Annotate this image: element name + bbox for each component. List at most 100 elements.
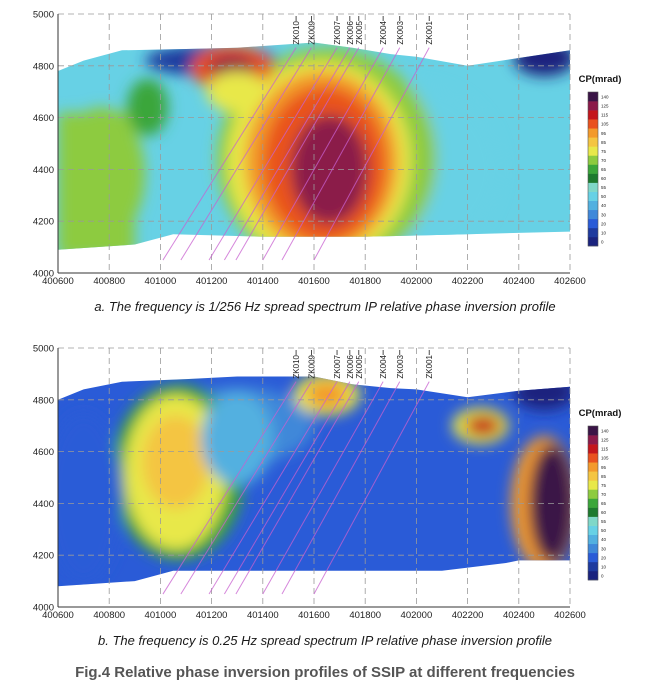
x-tick-label: 402200	[452, 610, 484, 621]
low-zone	[513, 376, 570, 411]
colorbar-tick-label: 85	[601, 474, 607, 479]
colorbar-swatch	[588, 209, 598, 220]
borehole-trace	[162, 381, 297, 595]
borehole-label: ZK009	[307, 20, 316, 44]
borehole-trace	[208, 381, 338, 595]
colorbar-tick-label: 50	[601, 194, 607, 199]
borehole-trace	[235, 381, 360, 595]
colorbar-tick-label: 55	[601, 185, 607, 190]
colorbar-swatch	[588, 110, 598, 120]
x-tick-label: 401000	[145, 276, 177, 287]
borehole-label: ZK004	[379, 354, 388, 378]
red-zone	[465, 415, 501, 437]
x-tick-label: 401200	[196, 276, 228, 287]
colorbar-swatch	[588, 92, 598, 102]
colorbar-swatch	[588, 227, 598, 238]
borehole-trace	[262, 381, 384, 595]
x-tick-label: 401600	[298, 610, 330, 621]
colorbar-tick-label: 10	[601, 230, 607, 235]
x-tick-label: 400600	[42, 276, 74, 287]
colorbar-tick-label: 30	[601, 546, 607, 551]
borehole-trace	[162, 47, 297, 261]
colorbar-tick-label: 70	[601, 492, 607, 497]
colorbar-tick-label: 65	[601, 167, 607, 172]
colorbar-swatch	[588, 516, 598, 526]
x-tick-label: 401800	[349, 276, 381, 287]
colorbar-swatch	[588, 155, 598, 165]
borehole-label: ZK007	[333, 20, 342, 44]
x-tick-label: 402400	[503, 276, 535, 287]
colorbar-swatch	[588, 426, 598, 436]
green-zone	[58, 107, 146, 242]
colorbar-swatch	[588, 471, 598, 481]
green-zone	[127, 78, 169, 136]
colorbar-swatch	[588, 570, 598, 581]
borehole-label: ZK003	[396, 20, 405, 44]
y-tick-label: 4400	[33, 165, 54, 176]
yellow-zone	[206, 70, 268, 113]
colorbar-tick-label: 140	[601, 95, 609, 100]
caption-panel-a: a. The frequency is 1/256 Hz spread spec…	[94, 299, 556, 314]
y-tick-label: 4800	[33, 61, 54, 72]
colorbar-swatch	[588, 128, 598, 138]
colorbar-swatch	[588, 498, 598, 508]
borehole-label: ZK004	[379, 20, 388, 44]
colorbar-tick-label: 75	[601, 149, 607, 154]
colorbar-swatch	[588, 119, 598, 129]
chart-panel-b: ZK010 ZK009 ZK007 ZK006 ZK005 ZK004 ZK003 ZK001…	[33, 344, 622, 622]
x-tick-label: 401600	[298, 276, 330, 287]
cyan-zone	[201, 392, 274, 486]
colorbar-tick-label: 75	[601, 483, 607, 488]
borehole-label: ZK006	[346, 354, 355, 378]
borehole-trace	[235, 47, 360, 261]
borehole-label: ZK009	[307, 354, 316, 378]
borehole-trace	[313, 381, 430, 595]
colorbar-tick-label: 40	[601, 537, 607, 542]
x-tick-label: 400800	[93, 610, 125, 621]
colorbar-border	[587, 91, 599, 247]
colorbar-tick-label: 115	[601, 447, 609, 452]
low-zone	[513, 42, 570, 77]
x-tick-label: 401000	[145, 610, 177, 621]
colorbar-tick-label: 125	[601, 104, 609, 109]
orange-zone	[306, 381, 348, 408]
borehole-trace	[180, 47, 312, 261]
x-tick-label: 400600	[42, 610, 74, 621]
borehole-label: ZK007	[333, 354, 342, 378]
borehole-trace	[208, 47, 338, 261]
colorbar-swatch	[588, 173, 598, 183]
colorbar-swatch	[588, 164, 598, 174]
x-tick-label: 400800	[93, 276, 125, 287]
colorbar-swatch	[588, 480, 598, 490]
y-tick-label: 4200	[33, 551, 54, 562]
inversion-section	[58, 376, 570, 587]
y-tick-label: 4600	[33, 113, 54, 124]
borehole-trace	[180, 381, 312, 595]
colorbar-tick-label: 105	[601, 122, 609, 127]
inversion-section	[58, 42, 570, 250]
x-tick-label: 402600	[554, 610, 586, 621]
y-tick-label: 5000	[33, 10, 54, 21]
colorbar-tick-label: 50	[601, 528, 607, 533]
colorbar-tick-label: 30	[601, 212, 607, 217]
y-tick-label: 4200	[33, 217, 54, 228]
y-tick-label: 5000	[33, 344, 54, 355]
colorbar-swatch	[588, 191, 598, 202]
chart-panel-a: ZK010 ZK009 ZK007 ZK006 ZK005 ZK004 ZK003 ZK001…	[33, 10, 622, 288]
borehole-label: ZK001	[425, 20, 434, 44]
colorbar-tick-label: 55	[601, 519, 607, 524]
borehole-trace	[262, 47, 384, 261]
colorbar-swatch	[588, 182, 598, 192]
x-tick-label: 401200	[196, 610, 228, 621]
colorbar-swatch	[588, 101, 598, 111]
colorbar-tick-label: 115	[601, 113, 609, 118]
x-tick-label: 401400	[247, 276, 279, 287]
colorbar-swatch	[588, 218, 598, 229]
colorbar-tick-label: 125	[601, 438, 609, 443]
orange-zone	[142, 415, 210, 509]
colorbar-tick-label: 40	[601, 203, 607, 208]
borehole-label: ZK006	[346, 20, 355, 44]
x-tick-label: 401400	[247, 610, 279, 621]
x-tick-label: 402200	[452, 276, 484, 287]
borehole-trace	[281, 47, 401, 261]
